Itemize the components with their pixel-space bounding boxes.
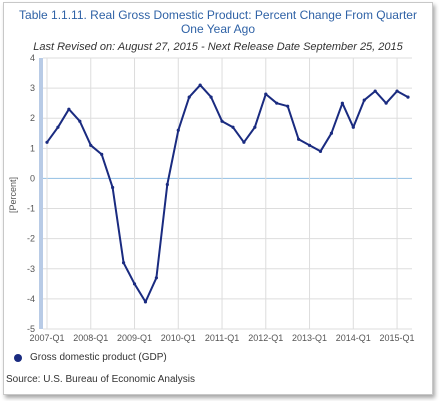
gdp-data-point — [67, 107, 71, 111]
gdp-data-point — [165, 182, 169, 187]
series-layer — [45, 83, 410, 304]
gdp-data-point — [253, 125, 257, 129]
gdp-data-point — [176, 128, 180, 132]
x-tick-label: 2007-Q1 — [29, 333, 64, 343]
y-tick-label: -1 — [27, 204, 35, 214]
legend-marker — [14, 353, 22, 362]
gdp-data-point — [78, 119, 82, 123]
gdp-data-point — [231, 125, 235, 129]
y-tick-label: 2 — [30, 113, 35, 123]
gdp-data-point — [132, 282, 137, 286]
gdp-data-point — [275, 101, 279, 105]
y-tick-label: -2 — [27, 234, 35, 244]
gdp-data-point — [395, 89, 399, 93]
gdp-data-point — [209, 95, 213, 99]
x-tick-label: 2008-Q1 — [73, 333, 108, 343]
legend: Gross domestic product (GDP) — [14, 352, 167, 363]
chart-subtitle: Last Revised on: August 27, 2015 - Next … — [33, 41, 403, 53]
gdp-data-point — [100, 152, 104, 156]
x-tick-label: 2014-Q1 — [336, 333, 371, 343]
gdp-data-point — [242, 140, 246, 144]
legend-label: Gross domestic product (GDP) — [30, 352, 167, 363]
y-tick-label: 4 — [30, 53, 35, 63]
gdp-data-point — [220, 119, 224, 123]
gdp-data-point — [406, 95, 410, 99]
gdp-data-point — [362, 98, 366, 102]
y-tick-label: 1 — [30, 143, 35, 153]
source-note: Source: U.S. Bureau of Economic Analysis — [6, 374, 195, 385]
y-axis-bar — [39, 58, 43, 329]
gdp-data-point — [198, 83, 202, 87]
y-tick-label: -5 — [27, 324, 35, 334]
gdp-data-point — [340, 101, 344, 105]
x-tick-label: 2009-Q1 — [117, 333, 152, 343]
gdp-data-point — [111, 185, 115, 190]
gdp-data-point — [351, 125, 355, 129]
gdp-data-point — [318, 149, 323, 153]
gdp-data-point — [89, 143, 93, 147]
grid-layer — [43, 57, 412, 330]
gdp-data-point — [121, 261, 126, 265]
gdp-data-point — [154, 276, 158, 280]
x-tick-label: 2011-Q1 — [205, 333, 239, 343]
gdp-series-line — [46, 84, 409, 303]
gdp-data-point — [329, 131, 334, 135]
gdp-data-point — [45, 140, 49, 144]
gdp-data-point — [187, 95, 191, 99]
gdp-data-point — [307, 143, 312, 147]
y-tick-label: -3 — [27, 264, 35, 274]
x-tick-label: 2012-Q1 — [248, 333, 283, 343]
chart-title: Table 1.1.11. Real Gross Domestic Produc… — [19, 8, 417, 36]
gdp-data-point — [286, 104, 290, 108]
x-tick-label: 2010-Q1 — [161, 333, 196, 343]
gdp-data-point — [56, 125, 60, 129]
gdp-data-point — [373, 89, 377, 93]
gdp-data-point — [264, 92, 268, 96]
y-axis-label: [Percent] — [8, 177, 18, 213]
gdp-data-point — [143, 300, 148, 304]
y-tick-label: 0 — [30, 173, 35, 183]
gdp-data-point — [384, 101, 388, 105]
gdp-data-point — [297, 137, 301, 141]
x-tick-label: 2015-Q1 — [380, 333, 415, 343]
x-tick-label: 2013-Q1 — [292, 333, 327, 343]
y-tick-label: -4 — [27, 294, 35, 304]
y-tick-label: 3 — [30, 83, 35, 93]
